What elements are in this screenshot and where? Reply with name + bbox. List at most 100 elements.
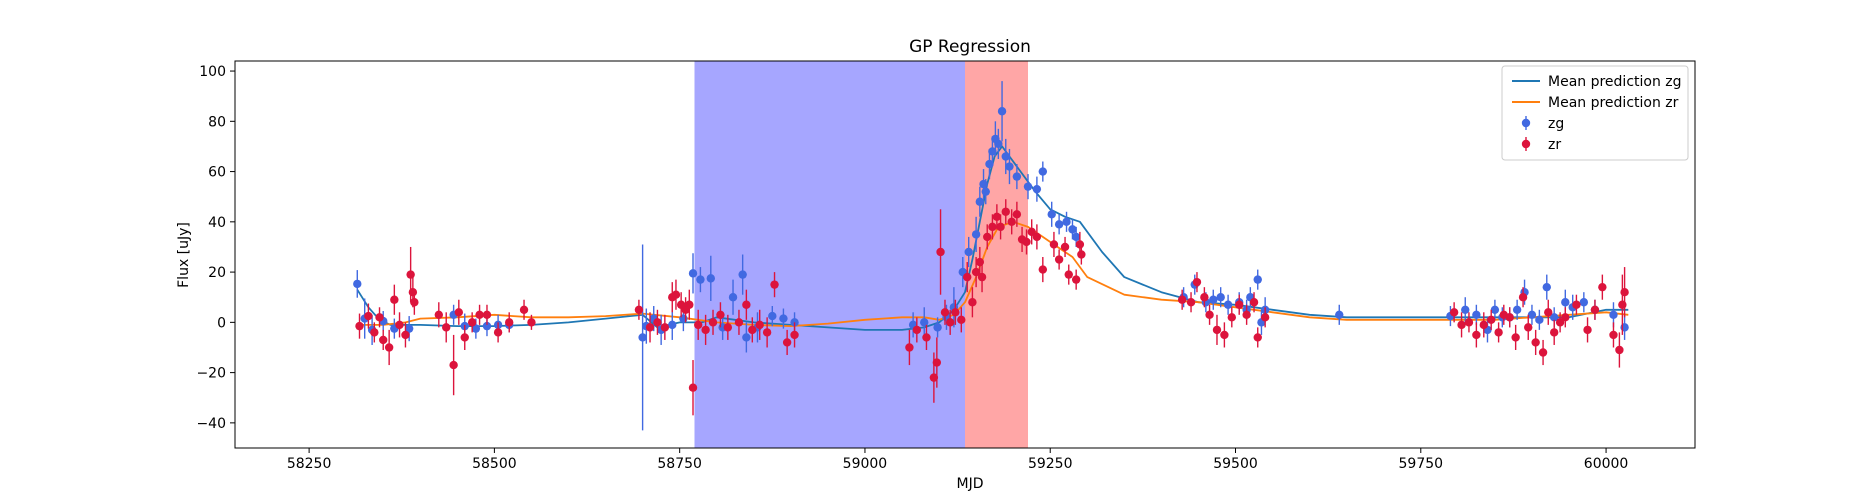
point-zr-92: [1253, 333, 1262, 342]
y-axis-ticks: −40 −20 0 20 40 60 80 100: [196, 64, 235, 432]
point-zr-65: [996, 222, 1005, 232]
point-zg-60: [1216, 293, 1225, 302]
x-tick-label-59000: 59000: [843, 456, 888, 472]
point-zr-59: [971, 267, 981, 277]
y-tick-label-0: 0: [217, 315, 226, 331]
point-zr-106: [1531, 338, 1540, 347]
y-axis-label: Flux [uJy]: [176, 222, 192, 288]
point-zr-117: [1615, 345, 1624, 355]
point-zr-94: [1449, 308, 1459, 317]
point-zg-54: [1068, 225, 1077, 234]
point-zr-11: [410, 298, 419, 307]
point-zr-87: [1220, 330, 1229, 340]
point-zg-70: [1461, 305, 1470, 314]
point-zg-61: [1223, 300, 1233, 309]
point-zr-110: [1555, 318, 1565, 327]
point-zr-41: [748, 325, 757, 335]
legend-marker-zg: [1521, 118, 1531, 128]
point-zr-36: [708, 318, 718, 327]
point-zr-21: [505, 318, 514, 327]
point-zg-16: [668, 320, 677, 330]
point-zg-78: [1527, 310, 1537, 320]
point-zr-98: [1479, 320, 1488, 330]
x-tick-label-58250: 58250: [287, 456, 332, 472]
point-zr-109: [1549, 328, 1559, 337]
point-zg-50: [1038, 167, 1048, 176]
point-zr-42: [755, 320, 764, 330]
point-zr-7: [395, 320, 404, 330]
point-zr-38: [723, 323, 733, 332]
point-zr-56: [957, 315, 966, 325]
point-zg-46: [1005, 162, 1014, 171]
point-zr-66: [1001, 207, 1010, 216]
point-zr-15: [454, 308, 464, 317]
point-zr-96: [1464, 318, 1474, 327]
point-zg-86: [1609, 310, 1618, 320]
point-zg-8: [471, 324, 481, 333]
point-zg-22: [728, 293, 738, 302]
point-zg-76: [1512, 305, 1522, 314]
point-zr-107: [1538, 348, 1548, 357]
point-zr-88: [1227, 313, 1237, 322]
point-zg-5: [404, 324, 414, 333]
point-zr-62: [983, 232, 992, 242]
point-zr-26: [653, 318, 662, 327]
point-zr-64: [992, 212, 1002, 222]
point-zr-67: [1007, 217, 1016, 227]
point-zr-3: [375, 313, 384, 322]
point-zr-13: [442, 323, 451, 332]
point-zr-81: [1177, 295, 1187, 304]
point-zg-79: [1535, 315, 1544, 325]
point-zr-100: [1494, 328, 1503, 337]
point-zr-73: [1038, 265, 1048, 274]
point-zr-80: [1077, 250, 1086, 259]
point-zr-29: [671, 290, 681, 299]
point-zr-61: [977, 272, 987, 282]
point-zg-84: [1579, 298, 1589, 307]
point-zg-80: [1542, 282, 1551, 292]
point-zr-37: [716, 310, 725, 320]
point-zr-83: [1192, 277, 1202, 287]
point-zr-91: [1249, 298, 1259, 307]
point-zg-12: [638, 333, 647, 342]
point-zg-53: [1062, 217, 1071, 227]
plot-frame: [234, 60, 1696, 449]
point-zr-116: [1609, 330, 1618, 340]
point-zg-9: [482, 321, 492, 331]
point-zg-24: [742, 333, 751, 342]
point-zg-38: [979, 179, 988, 189]
point-zr-103: [1511, 333, 1520, 342]
point-zr-60: [975, 257, 985, 267]
point-zg-73: [1490, 305, 1500, 314]
point-zg-35: [964, 247, 973, 257]
point-zg-43: [994, 139, 1003, 149]
point-zg-40: [985, 159, 994, 169]
point-zr-95: [1457, 320, 1466, 330]
x-tick-label-59750: 59750: [1399, 456, 1444, 472]
point-zr-90: [1242, 310, 1251, 320]
point-zr-63: [988, 222, 997, 232]
point-zr-8: [401, 330, 410, 340]
point-zg-26: [768, 311, 777, 321]
point-zr-118: [1618, 300, 1627, 309]
point-zg-17: [679, 314, 688, 323]
point-zg-55: [1071, 232, 1081, 242]
legend-label-zr: zr: [1548, 137, 1561, 153]
point-zg-47: [1012, 172, 1022, 181]
point-zr-2: [370, 328, 379, 337]
point-zr-79: [1075, 240, 1085, 249]
point-zg-51: [1047, 210, 1056, 219]
legend-box: [1501, 65, 1689, 161]
x-tick-label-58500: 58500: [472, 456, 517, 472]
point-zg-18: [688, 269, 698, 278]
point-zr-82: [1186, 298, 1196, 307]
point-zg-27: [779, 314, 788, 323]
point-zr-71: [1027, 227, 1036, 237]
series-zr: [355, 199, 1629, 416]
point-zr-105: [1524, 323, 1533, 332]
point-zg-0: [353, 279, 362, 289]
point-zg-31: [933, 323, 942, 332]
point-zg-71: [1472, 310, 1481, 320]
point-zr-6: [390, 295, 399, 304]
